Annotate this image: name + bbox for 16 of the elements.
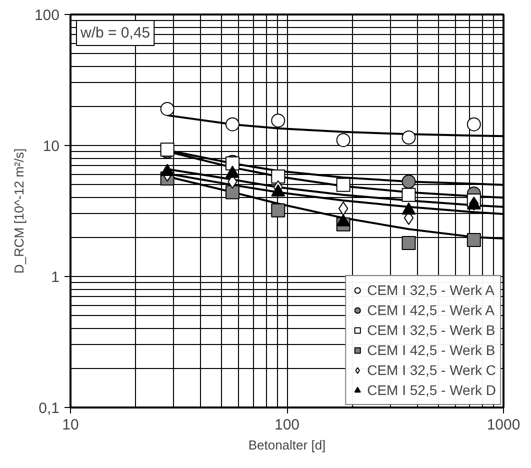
legend-label: CEM I 32,5 - Werk A [367, 282, 494, 298]
y-tick-label: 0,1 [38, 400, 60, 417]
legend-label: CEM I 42,5 - Werk A [367, 302, 494, 318]
legend-label: CEM I 32,5 - Werk B [367, 322, 496, 338]
legend-label: CEM I 42,5 - Werk B [367, 342, 496, 358]
legend-label: CEM I 52,5 - Werk D [367, 382, 496, 398]
x-axis-title: Betonalter [d] [248, 438, 326, 452]
y-tick-label: 10 [42, 138, 60, 155]
x-tick-label: 1000 [486, 416, 520, 434]
y-tick-label: 1 [51, 269, 60, 286]
x-tick-label: 100 [274, 416, 300, 434]
annotation: w/b = 0,45 [80, 24, 150, 42]
x-tick-label: 10 [62, 416, 79, 434]
y-axis-title: D_RCM [10^-12 m²/s] [11, 148, 26, 274]
legend-label: CEM I 32,5 - Werk C [367, 362, 496, 378]
y-tick-label: 100 [34, 7, 60, 24]
